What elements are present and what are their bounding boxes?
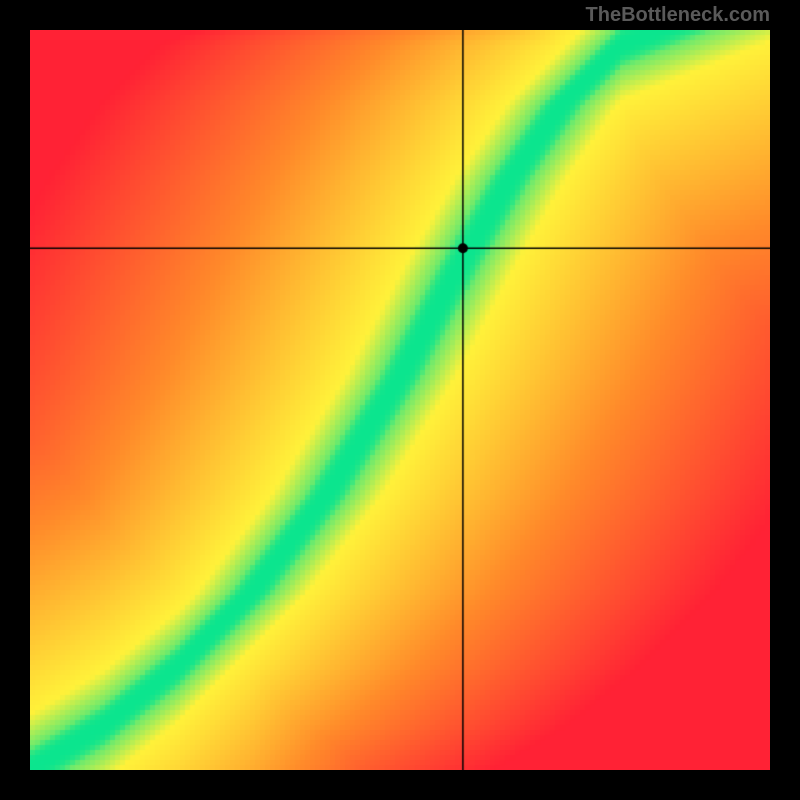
heatmap-chart xyxy=(30,30,770,770)
heatmap-canvas xyxy=(30,30,770,770)
attribution-text: TheBottleneck.com xyxy=(586,4,770,27)
